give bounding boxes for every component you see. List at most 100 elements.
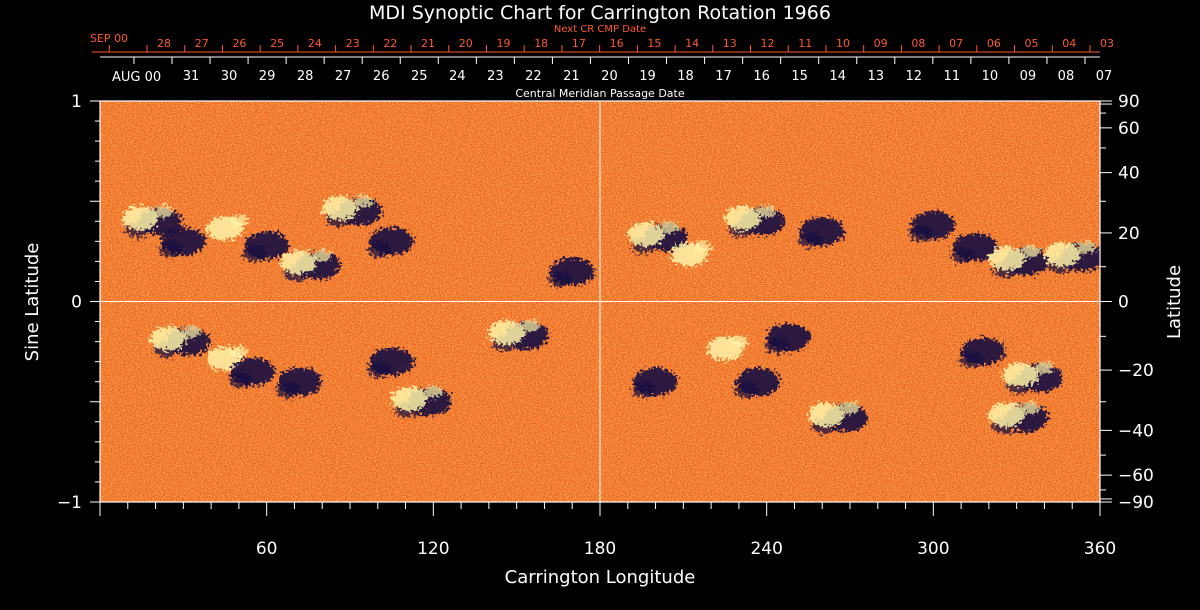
x-tick-label: 120	[417, 539, 449, 559]
next-cr-date: 11	[798, 37, 812, 50]
negative-patch	[798, 231, 823, 248]
next-cr-date: 15	[647, 37, 661, 50]
next-cr-date: 16	[610, 37, 624, 50]
cmp-date: 07	[1096, 69, 1113, 84]
chart-title: MDI Synoptic Chart for Carrington Rotati…	[369, 2, 831, 24]
negative-patch	[631, 381, 656, 398]
active-region	[631, 367, 678, 398]
active-region	[707, 335, 748, 361]
positive-patch	[230, 345, 248, 358]
active-region	[734, 367, 781, 398]
next-cr-date: 20	[459, 37, 473, 50]
next-cr-date: 03	[1100, 37, 1114, 50]
right-tick-label: 40	[1118, 164, 1140, 184]
right-tick-label: −60	[1118, 466, 1154, 486]
positive-patch	[488, 320, 525, 345]
positive-patch	[1021, 245, 1040, 258]
positive-patch	[322, 196, 358, 221]
active-region	[798, 217, 845, 248]
cmp-date: 10	[982, 69, 999, 84]
positive-patch	[149, 326, 186, 351]
y-axis-label: Sine Latitude	[22, 243, 43, 362]
next-cr-date: 24	[308, 37, 322, 50]
positive-patch	[424, 385, 443, 398]
cmp-date: 23	[487, 69, 504, 84]
positive-patch	[1002, 362, 1039, 387]
active-region	[951, 233, 997, 264]
cmp-date: 24	[449, 69, 466, 84]
active-region	[367, 227, 414, 258]
positive-patch	[355, 195, 373, 208]
active-region	[808, 401, 869, 434]
next-cr-date: 28	[157, 37, 171, 50]
positive-patch	[230, 215, 248, 228]
y-tick-label: 1	[71, 92, 82, 112]
x-tick-label: 60	[256, 539, 278, 559]
date-axis: 28 27 26 25 24 23 22 21 20 19 18 17 16 15 14 13 12 11 10 09…	[92, 37, 1114, 84]
next-cr-date: 21	[421, 37, 435, 50]
positive-patch	[1077, 241, 1096, 254]
x-tick-label: 300	[917, 539, 949, 559]
positive-patch	[660, 221, 679, 234]
cmp-date: 18	[677, 69, 694, 84]
cmp-date: 28	[297, 69, 314, 84]
active-region	[548, 257, 595, 288]
right-tick-label: 20	[1118, 224, 1140, 244]
positive-patch	[724, 206, 761, 231]
cmp-date: 15	[791, 69, 808, 84]
x-axis-label: Carrington Longitude	[505, 567, 696, 588]
right-tick-label: 60	[1118, 119, 1140, 139]
negative-patch	[242, 245, 267, 262]
next-cr-month: SEP 00	[90, 32, 128, 45]
positive-patch	[182, 325, 201, 338]
positive-patch	[627, 222, 664, 247]
next-cr-date: 19	[496, 37, 510, 50]
active-region	[367, 347, 414, 378]
cmp-date: 13	[867, 69, 884, 84]
active-region	[988, 401, 1049, 434]
active-region	[276, 367, 322, 398]
cmp-date: 26	[373, 69, 390, 84]
cmp-date: 31	[183, 69, 200, 84]
positive-patch	[313, 249, 332, 262]
negative-patch	[951, 247, 975, 264]
active-region	[670, 241, 712, 267]
active-region	[988, 245, 1049, 278]
next-cr-date: 18	[534, 37, 548, 50]
next-cr-date: 23	[346, 37, 360, 50]
cmp-date: 27	[335, 69, 352, 84]
right-tick-label: −20	[1118, 361, 1154, 381]
y-axis-label-right: Latitude	[1164, 265, 1185, 339]
active-regions	[122, 195, 1100, 434]
next-cr-caption: Next CR CMP Date	[554, 24, 646, 35]
positive-patch	[280, 250, 317, 275]
negative-patch	[764, 337, 789, 354]
positive-patch	[155, 205, 173, 218]
active-region	[724, 205, 785, 238]
y-axis-left: −1 0 1	[57, 92, 100, 513]
cmp-date: 21	[563, 69, 580, 84]
cmp-date: 17	[715, 69, 732, 84]
right-tick-label: 0	[1118, 293, 1129, 313]
cmp-date: 16	[753, 69, 770, 84]
cmp-date: 11	[944, 69, 961, 84]
x-tick-label: 360	[1084, 539, 1116, 559]
active-region	[122, 205, 182, 238]
negative-patch	[734, 381, 759, 398]
active-region	[1002, 361, 1063, 394]
next-cr-date: 08	[911, 37, 925, 50]
next-cr-date: 27	[195, 37, 209, 50]
x-axis: 60 120 180 240 300 360	[99, 502, 1116, 559]
next-cr-date: 26	[232, 37, 246, 50]
next-cr-date: 10	[836, 37, 850, 50]
next-cr-date: 14	[685, 37, 699, 50]
positive-patch	[988, 402, 1025, 427]
cmp-date: 19	[639, 69, 656, 84]
active-region	[207, 215, 248, 241]
positive-patch	[1044, 242, 1081, 267]
active-region	[280, 249, 341, 282]
active-region	[909, 211, 956, 242]
next-cr-date: 13	[723, 37, 737, 50]
cmp-date: 30	[221, 69, 238, 84]
